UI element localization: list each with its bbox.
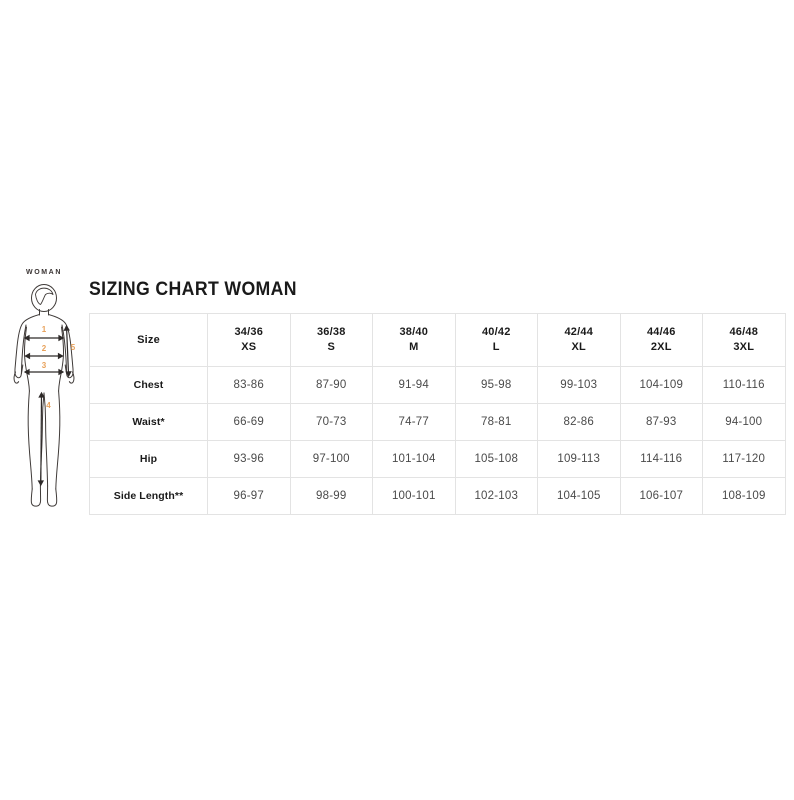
cell-hip-5: 114-116 [619,440,703,478]
row-label-chest: Chest [89,366,208,404]
header-col-4: 42/44 XL [537,313,621,367]
cell-chest-1: 87-90 [289,366,373,404]
woman-body-diagram: 1 2 3 4 5 [4,280,84,516]
row-label-hip: Hip [89,440,208,478]
header-col-2-eu: 38/40 [399,326,429,338]
page-title: SIZING CHART WOMAN [89,279,297,300]
sizing-table: Size 34/36 XS 36/38 S 38/40 M 40/42 [89,313,786,515]
figure-marker-5: 5 [71,343,76,352]
table-row: Chest 83-86 87-90 91-94 95-98 99-103 104… [89,366,786,404]
cell-hip-6: 117-120 [702,440,786,478]
cell-hip-4: 109-113 [537,440,621,478]
cell-side-length-3: 102-103 [454,477,538,515]
header-col-5: 44/46 2XL [619,313,703,367]
header-col-2: 38/40 M [372,313,456,367]
table-header-row: Size 34/36 XS 36/38 S 38/40 M 40/42 [89,313,786,367]
cell-hip-0: 93-96 [207,440,291,478]
figure-marker-3: 3 [42,361,47,370]
header-col-5-eu: 44/46 [646,326,676,338]
cell-chest-2: 91-94 [372,366,456,404]
cell-side-length-6: 108-109 [702,477,786,515]
figure-caption: WOMAN [26,269,62,276]
header-col-4-eu: 42/44 [564,326,594,338]
cell-side-length-1: 98-99 [289,477,373,515]
cell-waist-2: 74-77 [372,403,456,441]
header-col-0-intl: XS [241,341,257,353]
header-col-2-intl: M [409,341,419,353]
header-col-6-eu: 46/48 [729,326,759,338]
cell-waist-3: 78-81 [454,403,538,441]
cell-side-length-5: 106-107 [619,477,703,515]
cell-waist-1: 70-73 [289,403,373,441]
cell-waist-6: 94-100 [702,403,786,441]
figure-marker-2: 2 [42,344,47,353]
header-col-1-intl: S [327,341,336,353]
header-col-1: 36/38 S [289,313,373,367]
sizing-table-container: Size 34/36 XS 36/38 S 38/40 M 40/42 [89,313,786,515]
cell-side-length-2: 100-101 [372,477,456,515]
header-col-1-eu: 36/38 [316,326,346,338]
table-row: Waist* 66-69 70-73 74-77 78-81 82-86 87-… [89,403,786,441]
cell-hip-2: 101-104 [372,440,456,478]
figure-marker-4: 4 [46,401,51,410]
cell-side-length-0: 96-97 [207,477,291,515]
row-label-side-length: Side Length** [89,477,208,515]
header-col-0: 34/36 XS [207,313,291,367]
cell-chest-3: 95-98 [454,366,538,404]
cell-waist-0: 66-69 [207,403,291,441]
table-row: Hip 93-96 97-100 101-104 105-108 109-113… [89,440,786,478]
header-col-6: 46/48 3XL [702,313,786,367]
cell-waist-5: 87-93 [619,403,703,441]
woman-figure-illustration: WOMAN [4,268,84,516]
header-col-4-intl: XL [571,341,586,353]
row-label-waist: Waist* [89,403,208,441]
cell-chest-6: 110-116 [702,366,786,404]
cell-side-length-4: 104-105 [537,477,621,515]
cell-hip-3: 105-108 [454,440,538,478]
header-col-0-eu: 34/36 [234,326,264,338]
header-col-3-eu: 40/42 [481,326,511,338]
cell-chest-0: 83-86 [207,366,291,404]
header-size-label: Size [89,313,208,367]
figure-marker-1: 1 [42,325,47,334]
cell-chest-5: 104-109 [619,366,703,404]
header-col-5-intl: 2XL [650,341,672,353]
header-col-3: 40/42 L [454,313,538,367]
cell-waist-4: 82-86 [537,403,621,441]
table-row: Side Length** 96-97 98-99 100-101 102-10… [89,477,786,515]
cell-hip-1: 97-100 [289,440,373,478]
header-col-3-intl: L [492,341,500,353]
header-col-6-intl: 3XL [733,341,755,353]
cell-chest-4: 99-103 [537,366,621,404]
